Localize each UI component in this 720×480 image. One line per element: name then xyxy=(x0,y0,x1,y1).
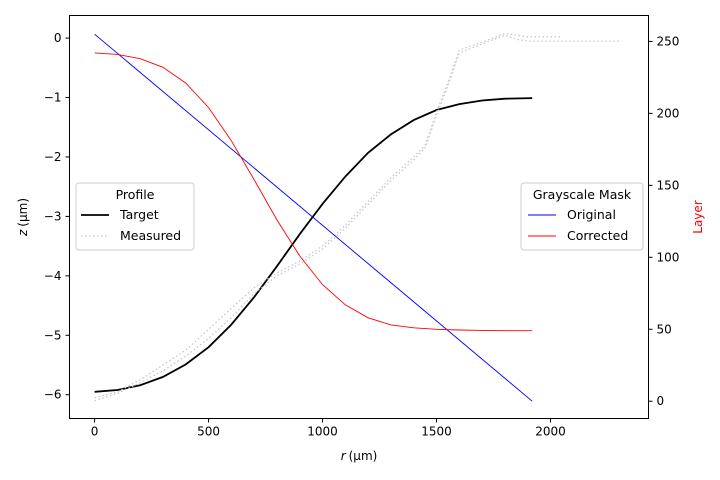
y2-tick-label: 150 xyxy=(657,178,680,192)
x-tick-label: 2000 xyxy=(535,425,566,439)
y2-tick-label: 200 xyxy=(657,106,680,120)
legend-grayscale-mask: Grayscale Mask Original Corrected xyxy=(520,182,644,251)
y-tick-label: 0 xyxy=(54,31,62,45)
axes-frame xyxy=(69,15,649,419)
y2-tick-label: 0 xyxy=(657,394,665,408)
series-line-original-3 xyxy=(94,33,533,402)
y-axis-label: z(μm) xyxy=(16,198,30,237)
legend-original-label: Original xyxy=(567,207,616,222)
series-line-measured-1 xyxy=(94,34,619,402)
legend-corrected-label: Corrected xyxy=(567,228,628,243)
series-line-corrected-4 xyxy=(94,52,533,332)
y-tick-label: −2 xyxy=(44,150,62,164)
x-axis-label: r (μm) xyxy=(341,449,378,463)
tick-layer: 0 500 1000 1500 2000 0 −1 −2 −3 −4 −5 −6 0 50 100 150 20… xyxy=(44,31,680,438)
y-tick-label: −4 xyxy=(44,269,62,283)
plot-area xyxy=(94,32,619,402)
y2-axis-label: Layer xyxy=(691,200,705,234)
legend-mask-frame xyxy=(520,182,644,251)
legend-measured-label: Measured xyxy=(120,228,181,243)
y2-tick-label: 50 xyxy=(657,322,672,336)
legend-profile-title: Profile xyxy=(116,187,155,202)
legend-profile: Profile Target Measured xyxy=(75,182,195,251)
legend-profile-frame xyxy=(75,182,195,251)
x-tick-label: 1000 xyxy=(307,425,338,439)
legend-mask-title: Grayscale Mask xyxy=(533,187,632,202)
y-tick-label: −6 xyxy=(44,388,62,402)
x-tick-label: 0 xyxy=(91,425,99,439)
x-tick-label: 1500 xyxy=(421,425,452,439)
y2-tick-label: 100 xyxy=(657,250,680,264)
x-tick-label: 500 xyxy=(197,425,220,439)
y-tick-label: −3 xyxy=(44,209,62,223)
series-line-target-0 xyxy=(94,97,533,393)
y-tick-label: −1 xyxy=(44,91,62,105)
y-tick-label: −5 xyxy=(44,328,62,342)
legend-target-label: Target xyxy=(119,207,159,222)
y2-tick-label: 250 xyxy=(657,34,680,48)
